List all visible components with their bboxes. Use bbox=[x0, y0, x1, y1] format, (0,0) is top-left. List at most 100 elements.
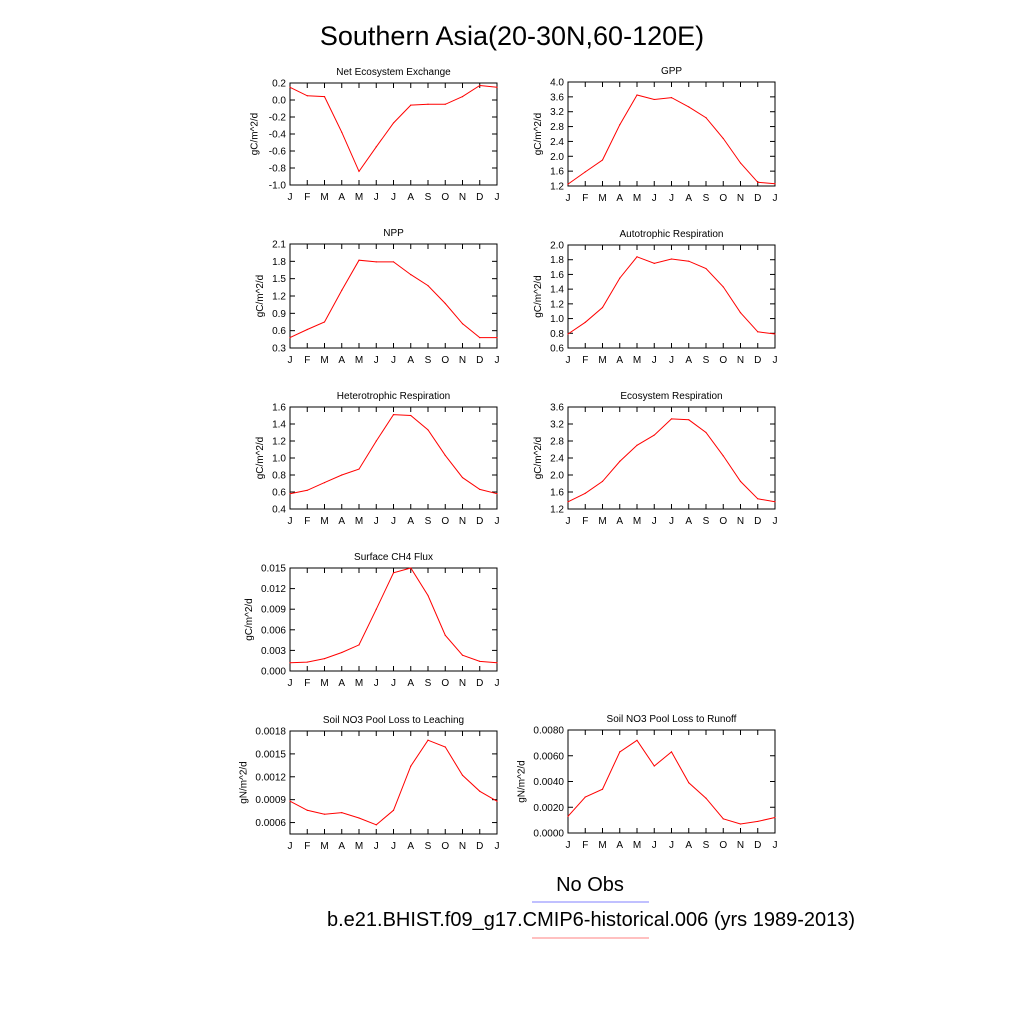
data-point bbox=[601, 159, 604, 161]
x-tick-label: M bbox=[320, 192, 328, 203]
series-line bbox=[289, 414, 498, 495]
data-point bbox=[358, 644, 360, 646]
x-tick-label: O bbox=[441, 192, 449, 203]
y-axis-label: gC/m^2/d bbox=[255, 275, 266, 318]
x-tick-label: J bbox=[566, 840, 571, 851]
chart-panel-3: J F M A M J J A S O N D J2.01.81.61.41.21.00.80.6Aut… bbox=[533, 229, 777, 366]
data-point bbox=[636, 739, 638, 741]
x-tick-label: S bbox=[425, 841, 432, 852]
x-tick-label: M bbox=[355, 516, 363, 527]
data-point bbox=[341, 289, 343, 291]
x-tick-label: O bbox=[719, 516, 727, 527]
x-tick-label: J bbox=[288, 841, 293, 852]
x-tick-label: S bbox=[425, 678, 432, 689]
data-point bbox=[636, 94, 638, 96]
x-tick-label: D bbox=[476, 355, 483, 366]
data-point bbox=[653, 434, 655, 436]
y-axis-label: gC/m^2/d bbox=[244, 598, 255, 641]
panel-title: Heterotrophic Respiration bbox=[337, 391, 450, 402]
y-tick-label: 0.015 bbox=[261, 564, 286, 575]
y-tick-label: 3.2 bbox=[550, 107, 564, 118]
data-point bbox=[688, 106, 690, 108]
x-tick-label: M bbox=[355, 355, 363, 366]
x-tick-label: A bbox=[338, 355, 345, 366]
y-tick-label: 2.1 bbox=[272, 240, 286, 251]
y-tick-label: 1.2 bbox=[550, 505, 564, 516]
data-point bbox=[619, 277, 621, 279]
data-point bbox=[619, 751, 621, 753]
data-point bbox=[427, 429, 429, 431]
y-axis-label: gN/m^2/d bbox=[516, 760, 527, 803]
y-tick-label: 0.012 bbox=[261, 584, 286, 595]
data-point bbox=[619, 124, 621, 126]
x-tick-label: O bbox=[719, 355, 727, 366]
chart-panel-5: J F M A M J J A S O N D J3.63.22.82.42.01.61.2Ecosys… bbox=[533, 391, 777, 527]
x-tick-label: O bbox=[441, 841, 449, 852]
data-point bbox=[567, 501, 569, 503]
x-tick-label: F bbox=[582, 516, 588, 527]
x-tick-label: S bbox=[703, 355, 710, 366]
x-tick-label: A bbox=[685, 193, 692, 204]
x-tick-label: J bbox=[288, 192, 293, 203]
x-tick-label: J bbox=[374, 841, 379, 852]
series-line bbox=[567, 94, 776, 185]
data-point bbox=[774, 183, 776, 185]
data-point bbox=[739, 312, 742, 314]
data-point bbox=[427, 739, 429, 741]
x-tick-label: N bbox=[737, 355, 744, 366]
x-tick-label: J bbox=[495, 841, 500, 852]
data-point bbox=[567, 333, 569, 335]
data-point bbox=[479, 488, 481, 491]
x-tick-label: A bbox=[338, 678, 345, 689]
data-point bbox=[584, 321, 586, 323]
x-tick-label: O bbox=[441, 516, 449, 527]
data-point bbox=[774, 816, 776, 819]
x-tick-label: A bbox=[407, 355, 414, 366]
data-point bbox=[670, 418, 673, 420]
x-tick-label: A bbox=[616, 355, 623, 366]
chart-panel-6: J F M A M J J A S O N D J0.0150.0120.0090.0060.0030.… bbox=[244, 552, 500, 689]
data-point bbox=[584, 796, 586, 798]
y-tick-label: 2.4 bbox=[550, 137, 564, 148]
data-point bbox=[375, 261, 377, 263]
y-tick-label: 0.0018 bbox=[255, 727, 286, 738]
data-point bbox=[323, 321, 326, 323]
data-point bbox=[375, 824, 377, 826]
x-tick-label: J bbox=[566, 355, 571, 366]
x-tick-label: M bbox=[598, 516, 606, 527]
panel-title: Ecosystem Respiration bbox=[620, 391, 722, 402]
data-point bbox=[461, 96, 464, 98]
x-tick-label: F bbox=[304, 841, 310, 852]
panels: J F M A M J J A S O N D J0.20.0-0.2-0.4-0.6-0.8-1.0N… bbox=[238, 66, 777, 852]
x-tick-label: J bbox=[773, 840, 778, 851]
data-point bbox=[323, 96, 326, 98]
x-tick-label: N bbox=[737, 516, 744, 527]
data-point bbox=[479, 660, 481, 662]
series-line bbox=[289, 259, 497, 339]
x-tick-label: N bbox=[459, 355, 466, 366]
x-tick-label: A bbox=[616, 516, 623, 527]
x-tick-label: M bbox=[355, 841, 363, 852]
data-point bbox=[653, 98, 655, 101]
y-tick-label: 1.2 bbox=[550, 182, 564, 193]
x-tick-label: M bbox=[320, 355, 328, 366]
y-tick-label: 3.6 bbox=[550, 92, 564, 103]
panel-title: Soil NO3 Pool Loss to Leaching bbox=[323, 715, 464, 726]
data-point bbox=[496, 86, 498, 88]
x-tick-label: N bbox=[737, 193, 744, 204]
series-line bbox=[289, 567, 498, 664]
x-tick-label: A bbox=[685, 355, 692, 366]
y-tick-label: 0.003 bbox=[261, 646, 286, 657]
data-point bbox=[688, 419, 690, 421]
data-point bbox=[496, 662, 498, 664]
data-point bbox=[289, 86, 291, 88]
data-point bbox=[757, 181, 759, 183]
x-tick-label: J bbox=[288, 678, 293, 689]
x-tick-label: D bbox=[754, 193, 761, 204]
y-tick-label: 3.6 bbox=[550, 403, 564, 414]
x-tick-label: M bbox=[598, 193, 606, 204]
x-tick-label: F bbox=[304, 516, 310, 527]
x-tick-label: O bbox=[441, 355, 449, 366]
plot-frame bbox=[289, 406, 498, 510]
x-tick-label: F bbox=[582, 840, 588, 851]
